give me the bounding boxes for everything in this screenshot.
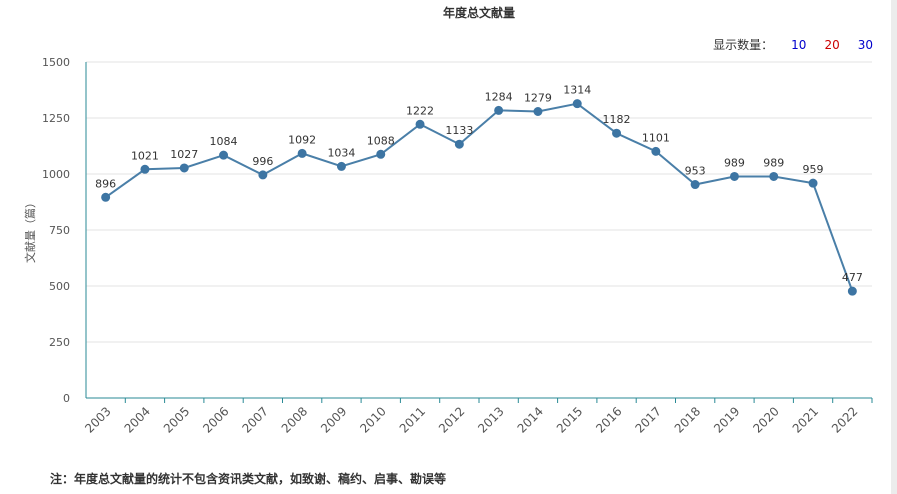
data-label: 896 (95, 177, 116, 190)
chart-title: 年度总文献量 (443, 5, 515, 20)
footnote: 注：年度总文献量的统计不包含资讯类文献，如致谢、稿约、启事、勘误等 (50, 472, 447, 486)
data-label: 1279 (524, 92, 552, 105)
data-label: 1133 (445, 124, 473, 137)
x-tick-label: 2013 (475, 404, 506, 435)
x-tick-label: 2016 (593, 404, 624, 435)
data-point (847, 286, 857, 296)
y-axis-label: 文献量（篇） (23, 197, 37, 263)
series-line (105, 102, 854, 292)
y-tick-label: 250 (49, 336, 70, 349)
data-point (808, 178, 818, 188)
data-point (454, 139, 464, 149)
x-tick-label: 2011 (397, 404, 428, 435)
x-tick-label: 2004 (122, 404, 153, 435)
data-point (533, 107, 543, 117)
x-tick-label: 2014 (515, 404, 546, 435)
y-tick-label: 1250 (42, 112, 70, 125)
data-point (336, 161, 346, 171)
data-point (651, 146, 661, 156)
data-label: 1182 (603, 113, 631, 126)
data-point (376, 149, 386, 159)
x-tick-label: 2007 (239, 404, 270, 435)
data-label: 1101 (642, 131, 670, 144)
count-option-20[interactable]: 20 (824, 37, 840, 52)
data-point (612, 128, 622, 138)
x-tick-label: 2009 (318, 404, 349, 435)
x-tick-label: 2022 (829, 404, 860, 435)
x-tick-label: 2006 (200, 404, 231, 435)
y-tick-label: 1000 (42, 168, 70, 181)
x-tick-label: 2020 (750, 404, 781, 435)
data-label: 953 (685, 165, 706, 178)
data-point (572, 99, 582, 109)
data-label: 1222 (406, 104, 434, 117)
x-tick-label: 2018 (672, 404, 703, 435)
data-label: 1088 (367, 134, 395, 147)
data-label: 1021 (131, 149, 159, 162)
y-tick-label: 500 (49, 280, 70, 293)
data-label: 1027 (170, 148, 198, 161)
data-label: 1314 (563, 84, 591, 97)
data-label: 1284 (485, 90, 513, 103)
y-tick-label: 1500 (42, 56, 70, 69)
y-tick-label: 0 (63, 392, 70, 405)
x-tick-label: 2012 (436, 404, 467, 435)
data-point (415, 119, 425, 129)
data-point (179, 163, 189, 173)
x-tick-label: 2015 (554, 404, 585, 435)
x-tick-label: 2008 (279, 404, 310, 435)
data-label: 1084 (210, 135, 238, 148)
data-label: 1092 (288, 133, 316, 146)
data-point (494, 105, 504, 115)
data-point (690, 180, 700, 190)
data-point (219, 150, 229, 160)
x-tick-label: 2021 (790, 404, 821, 435)
data-label: 959 (803, 163, 824, 176)
y-tick-label: 750 (49, 224, 70, 237)
scrollbar-track[interactable] (891, 0, 897, 494)
x-tick-label: 2005 (161, 404, 192, 435)
data-label: 477 (842, 271, 863, 284)
data-label: 996 (252, 155, 273, 168)
data-point (258, 170, 268, 180)
data-point (769, 171, 779, 181)
data-label: 989 (724, 156, 745, 169)
x-tick-label: 2019 (711, 404, 742, 435)
display-count-selector: 显示数量： 10 20 30 (713, 36, 873, 53)
display-count-label: 显示数量： (713, 38, 774, 52)
data-point (297, 148, 307, 158)
count-option-30[interactable]: 30 (857, 37, 873, 52)
data-label: 989 (763, 156, 784, 169)
data-point (140, 164, 150, 174)
x-tick-label: 2003 (82, 404, 113, 435)
count-option-10[interactable]: 10 (791, 37, 807, 52)
data-point (101, 192, 111, 202)
x-tick-label: 2010 (357, 404, 388, 435)
x-tick-label: 2017 (632, 404, 663, 435)
data-point (729, 171, 739, 181)
data-label: 1034 (327, 146, 355, 159)
